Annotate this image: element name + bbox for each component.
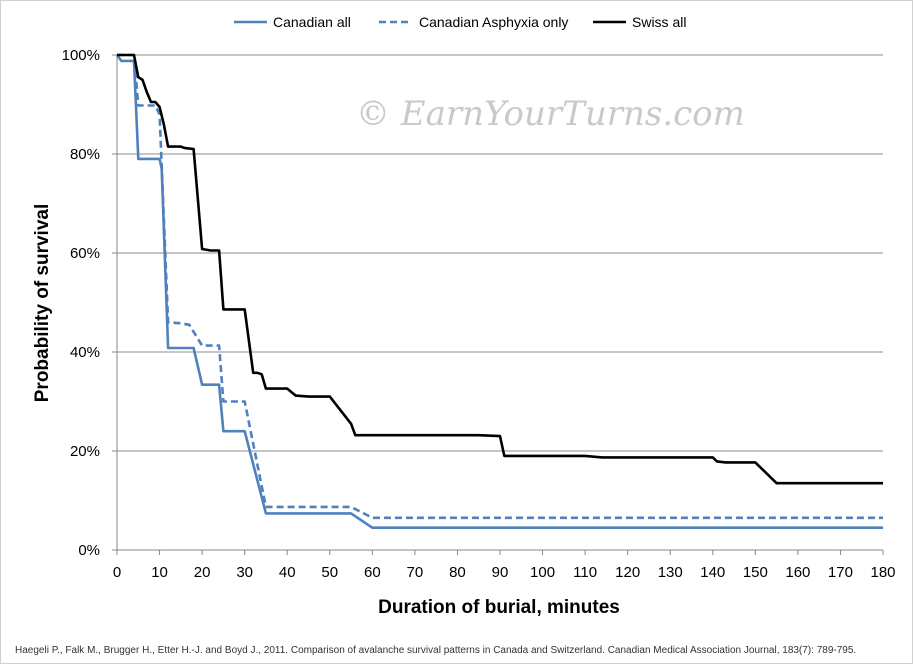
y-axis-title: Probability of survival <box>32 204 53 403</box>
y-tick-label: 80% <box>70 146 100 163</box>
y-tick-label: 100% <box>62 47 100 64</box>
x-tick-label: 160 <box>785 564 810 581</box>
y-tick-label: 40% <box>70 344 100 361</box>
x-tick-label: 170 <box>828 564 853 581</box>
axes <box>112 54 884 555</box>
series-line-0 <box>115 54 883 530</box>
legend-label-1: Canadian Asphyxia only <box>419 14 568 30</box>
legend-label-0: Canadian all <box>273 14 351 30</box>
x-tick-label: 100 <box>530 564 555 581</box>
x-tick-label: 50 <box>321 564 338 581</box>
legend-label-2: Swiss all <box>632 14 686 30</box>
x-tick-label: 90 <box>492 564 509 581</box>
x-tick-label: 30 <box>236 564 253 581</box>
series-line-1 <box>117 53 883 520</box>
x-tick-label: 180 <box>870 564 895 581</box>
x-tick-label: 40 <box>279 564 296 581</box>
y-tick-label: 0% <box>78 542 100 559</box>
x-tick-label: 150 <box>743 564 768 581</box>
y-tick-labels: 0% 20% 40% 60% 80% 100% <box>62 47 100 559</box>
y-tick-label: 60% <box>70 245 100 262</box>
series-line-2 <box>117 53 883 485</box>
x-tick-labels: 0 10 20 30 40 50 60 70 80 90 100 110 120 130 140 150 160… <box>113 564 896 581</box>
x-tick-label: 70 <box>407 564 424 581</box>
x-tick-label: 130 <box>658 564 683 581</box>
x-tick-label: 20 <box>194 564 211 581</box>
y-tick-label: 20% <box>70 443 100 460</box>
citation: Haegeli P., Falk M., Brugger H., Etter H… <box>15 645 856 656</box>
x-tick-label: 0 <box>113 564 121 581</box>
x-axis-title: Duration of burial, minutes <box>378 597 620 618</box>
x-tick-label: 110 <box>573 564 597 581</box>
x-tick-label: 10 <box>151 564 168 581</box>
x-tick-label: 120 <box>615 564 640 581</box>
series-lines <box>115 53 883 530</box>
x-tick-label: 140 <box>700 564 725 581</box>
x-tick-label: 80 <box>449 564 466 581</box>
legend: Canadian all Canadian Asphyxia only Swiss … <box>234 14 686 30</box>
watermark: © EarnYourTurns.com <box>356 94 745 134</box>
x-tick-label: 60 <box>364 564 381 581</box>
grid-lines <box>117 54 883 452</box>
